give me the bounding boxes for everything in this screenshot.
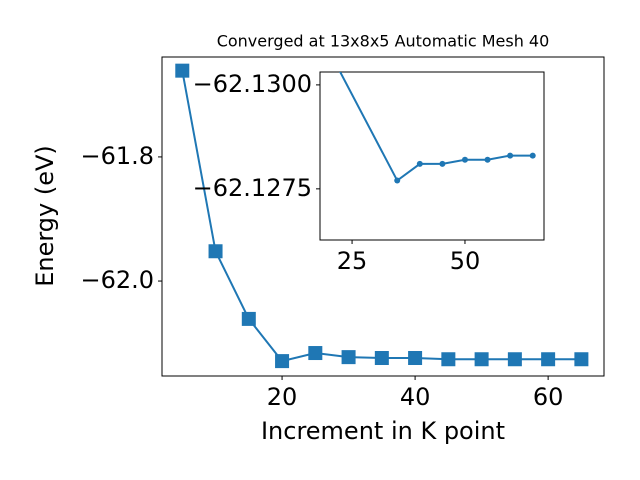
x-tick-label: 60: [533, 383, 564, 411]
plot-content: [339, 72, 536, 184]
marker: [175, 63, 190, 78]
marker: [439, 160, 446, 167]
marker: [461, 156, 468, 163]
marker: [241, 311, 256, 326]
marker: [507, 152, 514, 159]
x-tick-label: 50: [450, 247, 481, 275]
x-axis-label: Increment in K point: [261, 417, 505, 445]
x-tick-label: 25: [337, 247, 368, 275]
marker: [474, 352, 489, 367]
marker: [374, 351, 389, 366]
marker: [208, 244, 223, 259]
y-tick-label: −62.1300: [193, 70, 312, 98]
chart-title: Converged at 13x8x5 Automatic Mesh 40: [217, 32, 550, 51]
marker: [541, 352, 556, 367]
marker: [416, 160, 423, 167]
marker: [574, 352, 589, 367]
marker: [441, 352, 456, 367]
y-tick-label: −62.1275: [193, 174, 312, 202]
x-tick-label: 40: [400, 383, 431, 411]
marker: [507, 352, 522, 367]
y-tick-label: −62.0: [80, 266, 154, 294]
marker: [484, 156, 491, 163]
marker: [341, 350, 356, 365]
marker: [394, 177, 401, 184]
line: [339, 72, 533, 183]
plot-content: [175, 63, 589, 369]
x-tick-label: 20: [267, 383, 298, 411]
marker: [408, 351, 423, 366]
marker: [308, 346, 323, 361]
y-tick-label: −61.8: [80, 142, 154, 170]
marker: [529, 152, 536, 159]
marker: [275, 354, 290, 369]
y-axis-label: Energy (eV): [31, 145, 59, 287]
